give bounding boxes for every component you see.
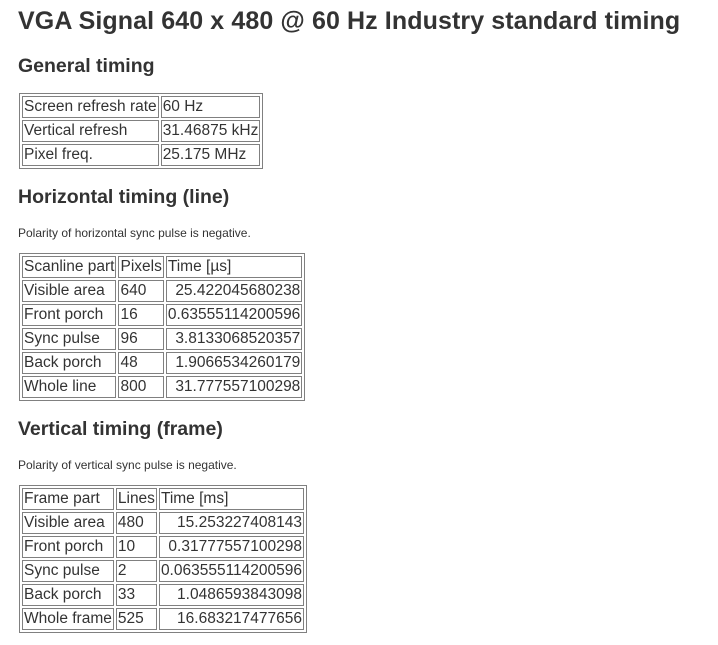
time-cell: 0.63555114200596 bbox=[165, 304, 303, 326]
table-row: Pixel freq. 25.175 MHz bbox=[22, 144, 261, 166]
page-title: VGA Signal 640 x 480 @ 60 Hz Industry st… bbox=[18, 7, 681, 35]
table-row: Visible area 640 25.422045680238 bbox=[22, 280, 303, 302]
general-timing-table: Screen refresh rate 60 Hz Vertical refre… bbox=[19, 93, 264, 169]
part-cell: Back porch bbox=[22, 584, 114, 606]
table-row: Front porch 16 0.63555114200596 bbox=[22, 304, 303, 326]
part-cell: Visible area bbox=[22, 280, 117, 302]
part-cell: Sync pulse bbox=[22, 328, 117, 350]
part-cell: Front porch bbox=[22, 304, 117, 326]
part-cell: Whole frame bbox=[22, 608, 114, 630]
lines-cell: 480 bbox=[115, 512, 157, 534]
time-cell: 3.8133068520357 bbox=[165, 328, 303, 350]
column-header: Frame part bbox=[22, 488, 114, 510]
pixels-cell: 640 bbox=[118, 280, 164, 302]
table-row: Front porch 10 0.31777557100298 bbox=[22, 536, 305, 558]
table-header-row: Frame part Lines Time [ms] bbox=[22, 488, 305, 510]
table-row: Visible area 480 15.253227408143 bbox=[22, 512, 305, 534]
vertical-timing-heading: Vertical timing (frame) bbox=[18, 418, 223, 440]
pixels-cell: 800 bbox=[118, 376, 164, 398]
time-cell: 15.253227408143 bbox=[158, 512, 305, 534]
column-header: Lines bbox=[115, 488, 157, 510]
pixels-cell: 16 bbox=[118, 304, 164, 326]
time-cell: 1.0486593843098 bbox=[158, 584, 305, 606]
time-cell: 31.777557100298 bbox=[165, 376, 303, 398]
table-row: Back porch 33 1.0486593843098 bbox=[22, 584, 305, 606]
general-value: 60 Hz bbox=[160, 96, 261, 118]
table-row: Back porch 48 1.9066534260179 bbox=[22, 352, 303, 374]
time-cell: 1.9066534260179 bbox=[165, 352, 303, 374]
column-header: Pixels bbox=[118, 256, 164, 278]
part-cell: Back porch bbox=[22, 352, 117, 374]
part-cell: Front porch bbox=[22, 536, 114, 558]
part-cell: Whole line bbox=[22, 376, 117, 398]
general-label: Pixel freq. bbox=[22, 144, 159, 166]
part-cell: Visible area bbox=[22, 512, 114, 534]
pixels-cell: 96 bbox=[118, 328, 164, 350]
table-row: Screen refresh rate 60 Hz bbox=[22, 96, 261, 118]
horizontal-polarity-note: Polarity of horizontal sync pulse is neg… bbox=[18, 226, 251, 240]
time-cell: 16.683217477656 bbox=[158, 608, 305, 630]
table-row: Whole frame 525 16.683217477656 bbox=[22, 608, 305, 630]
table-row: Sync pulse 96 3.8133068520357 bbox=[22, 328, 303, 350]
column-header: Time [ms] bbox=[158, 488, 305, 510]
table-row: Sync pulse 2 0.063555114200596 bbox=[22, 560, 305, 582]
time-cell: 0.31777557100298 bbox=[158, 536, 305, 558]
pixels-cell: 48 bbox=[118, 352, 164, 374]
table-header-row: Scanline part Pixels Time [µs] bbox=[22, 256, 303, 278]
table-row: Vertical refresh 31.46875 kHz bbox=[22, 120, 261, 142]
general-value: 25.175 MHz bbox=[160, 144, 261, 166]
column-header: Time [µs] bbox=[165, 256, 303, 278]
lines-cell: 10 bbox=[115, 536, 157, 558]
table-row: Whole line 800 31.777557100298 bbox=[22, 376, 303, 398]
horizontal-timing-table: Scanline part Pixels Time [µs] Visible a… bbox=[19, 253, 306, 401]
lines-cell: 2 bbox=[115, 560, 157, 582]
vertical-polarity-note: Polarity of vertical sync pulse is negat… bbox=[18, 458, 237, 472]
horizontal-timing-heading: Horizontal timing (line) bbox=[18, 186, 230, 208]
general-label: Screen refresh rate bbox=[22, 96, 159, 118]
general-label: Vertical refresh bbox=[22, 120, 159, 142]
general-value: 31.46875 kHz bbox=[160, 120, 261, 142]
part-cell: Sync pulse bbox=[22, 560, 114, 582]
time-cell: 25.422045680238 bbox=[165, 280, 303, 302]
column-header: Scanline part bbox=[22, 256, 117, 278]
lines-cell: 525 bbox=[115, 608, 157, 630]
general-timing-heading: General timing bbox=[18, 55, 155, 77]
time-cell: 0.063555114200596 bbox=[158, 560, 305, 582]
vertical-timing-table: Frame part Lines Time [ms] Visible area … bbox=[19, 485, 308, 633]
lines-cell: 33 bbox=[115, 584, 157, 606]
